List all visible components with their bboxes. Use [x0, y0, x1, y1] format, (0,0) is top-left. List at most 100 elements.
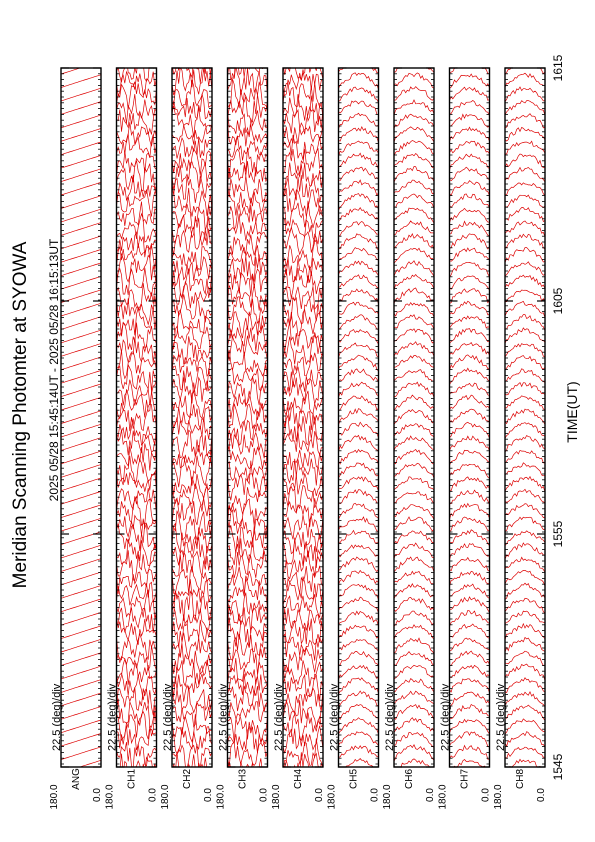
trace-line — [172, 187, 212, 217]
trace-line — [394, 152, 434, 168]
trace-line — [116, 267, 157, 297]
trace-line — [283, 257, 323, 284]
trace-line — [283, 576, 323, 605]
trace-line — [338, 529, 379, 544]
trace-line — [449, 623, 490, 639]
trace-line — [505, 153, 545, 169]
trace-line — [338, 434, 379, 453]
trace-line — [338, 502, 379, 520]
trace-line — [394, 341, 434, 357]
trace-line — [283, 106, 323, 135]
trace-line — [61, 316, 101, 330]
trace-line — [172, 510, 212, 541]
trace-line — [449, 220, 490, 237]
trace-group — [449, 68, 490, 767]
trace-line — [283, 162, 323, 190]
panel-channel-label: CH2 — [182, 769, 193, 789]
trace-line — [61, 477, 101, 492]
trace-line — [227, 325, 268, 351]
trace-line — [61, 571, 101, 586]
trace-line — [227, 161, 268, 186]
trace-line — [116, 68, 154, 83]
panel-ymax-label: 180.0 — [327, 784, 338, 809]
trace-line — [61, 128, 101, 142]
trace-line — [116, 495, 157, 527]
trace-line — [394, 717, 434, 733]
trace-line — [172, 325, 212, 350]
trace-line — [394, 504, 434, 520]
trace-line — [449, 435, 490, 451]
trace-line — [61, 450, 101, 465]
trace-line — [338, 544, 379, 558]
trace-line — [283, 68, 323, 82]
panel-frame — [337, 67, 380, 768]
panel-ymin-label: 0.0 — [203, 788, 214, 802]
trace-line — [116, 443, 157, 471]
trace-line — [394, 690, 434, 705]
trace-line — [172, 93, 212, 120]
trace-line — [172, 268, 212, 299]
trace-line — [505, 314, 545, 332]
trace-line — [172, 376, 212, 404]
trace-line — [172, 726, 212, 756]
trace-line — [172, 673, 212, 702]
trace-line — [283, 173, 323, 203]
trace-line — [283, 390, 323, 417]
trace-line — [227, 737, 268, 767]
x-tick-label: 1615 — [551, 54, 565, 81]
trace-line — [61, 517, 101, 532]
trace-line — [505, 597, 545, 614]
trace-line — [61, 74, 101, 88]
trace-line — [283, 239, 323, 271]
trace-line — [116, 296, 157, 326]
trace-line — [283, 712, 323, 742]
trace-line — [227, 758, 263, 767]
trace-line — [227, 147, 268, 178]
trace-line — [394, 530, 434, 545]
trace-line — [338, 516, 379, 532]
trace-line — [338, 569, 379, 585]
trace-line — [116, 568, 157, 594]
trace-line — [394, 744, 434, 762]
x-tick-label: 1605 — [551, 287, 565, 314]
panel-frame — [115, 67, 158, 768]
trace-line — [61, 222, 101, 236]
trace-line — [449, 637, 490, 652]
trace-line — [61, 370, 101, 384]
trace-line — [505, 746, 545, 759]
trace-line — [172, 744, 212, 767]
trace-line — [394, 126, 434, 143]
panel-channel-label: CH6 — [404, 769, 415, 789]
panel-frame — [60, 67, 102, 768]
trace-line — [283, 514, 323, 540]
trace-line — [449, 583, 490, 599]
trace-line — [227, 578, 268, 609]
trace-line — [61, 719, 101, 734]
trace-line — [116, 589, 157, 619]
trace-line — [338, 690, 379, 708]
trace-line — [505, 636, 545, 653]
trace-line — [116, 70, 157, 97]
trace-line — [61, 410, 101, 424]
trace-line — [116, 698, 157, 728]
trace-line — [394, 301, 434, 318]
trace-line — [227, 349, 268, 377]
trace-line — [505, 462, 545, 477]
trace-line — [505, 343, 545, 358]
trace-line — [505, 556, 545, 573]
trace-line — [283, 188, 323, 217]
trace-line — [227, 284, 268, 311]
panel-ch2: 22.5 (deg)/div 180.0 0.0 CH2 — [160, 67, 214, 810]
panel-ymin-label: 0.0 — [481, 788, 492, 802]
trace-line — [227, 473, 268, 501]
trace-line — [394, 381, 434, 398]
panel-ymax-label: 180.0 — [438, 784, 449, 809]
trace-line — [394, 664, 434, 680]
trace-line — [283, 537, 323, 569]
trace-line — [394, 651, 434, 667]
trace-line — [172, 605, 212, 632]
trace-line — [61, 168, 101, 182]
trace-line — [449, 300, 490, 316]
trace-line — [116, 645, 157, 671]
trace-line — [116, 686, 157, 716]
